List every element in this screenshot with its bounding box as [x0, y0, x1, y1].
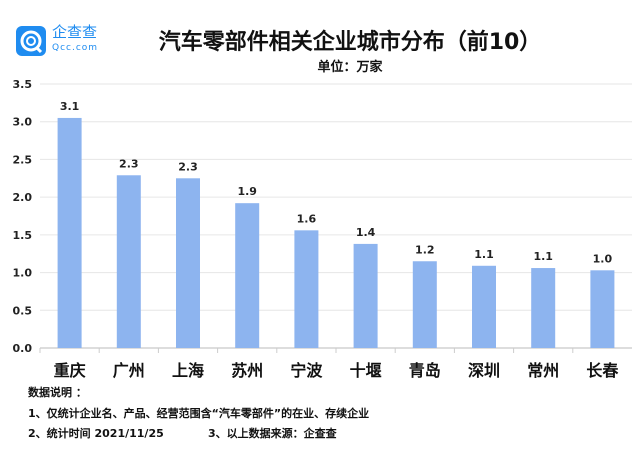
x-tick-label: 深圳 [468, 361, 500, 380]
y-tick-label: 3.5 [13, 78, 33, 91]
notes-line2a: 2、统计时间 2021/11/25 [28, 427, 164, 440]
bar [472, 265, 496, 348]
data-label: 2.3 [119, 157, 139, 170]
x-tick-label: 重庆 [54, 361, 86, 380]
data-label: 1.1 [474, 248, 494, 261]
bar [531, 268, 556, 348]
bar [590, 270, 615, 348]
y-tick-label: 3.0 [13, 116, 33, 129]
bar [235, 203, 260, 348]
data-label: 1.6 [297, 212, 317, 225]
x-tick-label: 苏州 [231, 361, 263, 380]
data-label: 1.1 [533, 250, 553, 263]
x-tick-label: 青岛 [409, 361, 441, 380]
y-tick-label: 0.0 [13, 342, 33, 355]
x-tick-label: 长春 [586, 361, 619, 380]
y-tick-label: 1.0 [13, 267, 33, 280]
bar [412, 261, 437, 348]
data-label: 1.9 [237, 185, 257, 198]
bar [176, 178, 200, 348]
y-tick-label: 1.5 [13, 229, 33, 242]
qcc-logo-icon [16, 26, 46, 56]
y-tick-label: 0.5 [13, 304, 33, 317]
x-tick-label: 上海 [172, 361, 204, 380]
bar [57, 117, 82, 348]
x-tick-label: 常州 [527, 361, 559, 380]
data-label: 1.2 [415, 243, 435, 256]
bar [294, 230, 319, 348]
notes-line2b: 3、以上数据来源：企查查 [208, 427, 337, 440]
x-tick-label: 十堰 [350, 361, 382, 380]
notes-line1: 1、仅统计企业名、产品、经营范围含“汽车零部件”的在业、存续企业 [28, 407, 370, 420]
data-label: 1.4 [356, 226, 376, 239]
y-tick-label: 2.5 [13, 153, 33, 166]
chart-title: 汽车零部件相关企业城市分布（前10） [158, 30, 542, 55]
x-tick-label: 广州 [113, 361, 145, 380]
bar [353, 243, 378, 348]
unit-label: 单位：万家 [317, 60, 383, 75]
data-label: 2.3 [178, 160, 198, 173]
notes-heading: 数据说明 ： [28, 386, 87, 399]
data-label: 3.1 [60, 100, 80, 113]
bar [116, 175, 141, 348]
x-tick-label: 宁波 [290, 361, 323, 380]
data-label: 1.0 [593, 252, 613, 265]
logo-name: 企查查 [52, 23, 98, 41]
y-tick-label: 2.0 [13, 191, 33, 204]
logo-domain: Qcc.com [52, 43, 99, 53]
